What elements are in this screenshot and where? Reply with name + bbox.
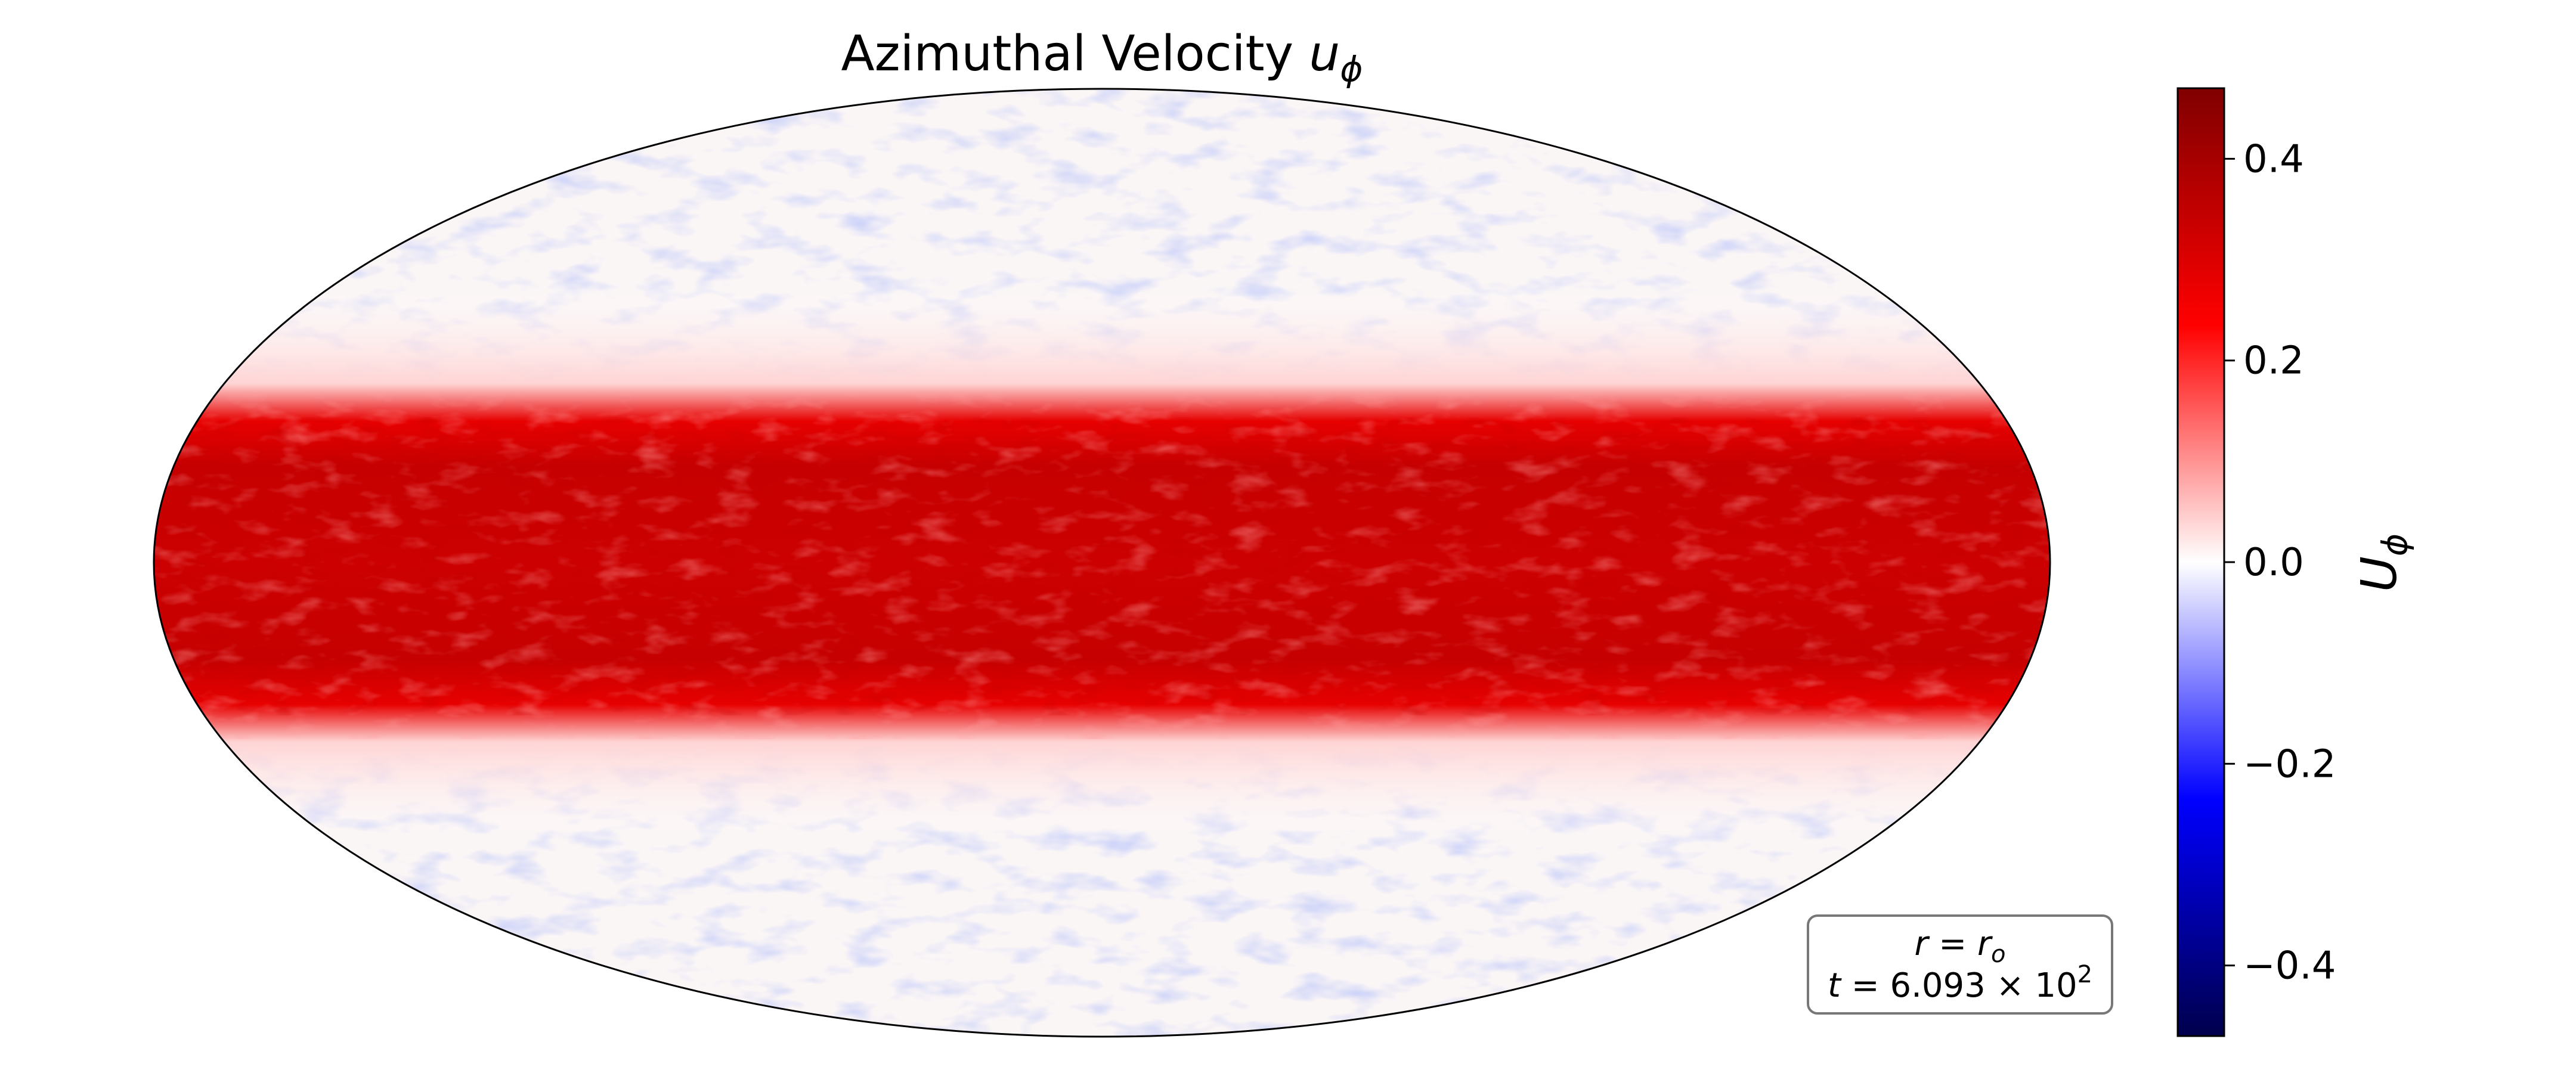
annotation-frame bbox=[1807, 914, 2113, 1015]
annotation-line-time: t = 6.093 × 102 bbox=[1828, 961, 2092, 1005]
annotation-box: r = ro t = 6.093 × 102 bbox=[1807, 914, 2113, 1015]
chart-title: Azimuthal Velocity uϕ bbox=[841, 26, 1363, 89]
annotation-radius-rhs: r bbox=[1977, 925, 1993, 963]
annotation-line-radius: r = ro bbox=[1914, 925, 2005, 968]
mollweide-map bbox=[154, 89, 2050, 1037]
colorbar-label-symbol: U bbox=[2351, 556, 2408, 592]
annotation-time-lhs: t bbox=[1828, 966, 1842, 1005]
colorbar-tick-label: 0.2 bbox=[2243, 339, 2304, 383]
band-texture-dark bbox=[154, 417, 2050, 715]
annotation-time-base: 10 bbox=[2035, 966, 2077, 1005]
annotation-radius-sub: o bbox=[1991, 941, 2005, 968]
annotation-time-times: × bbox=[1996, 966, 2024, 1005]
colorbar: 0.4 0.2 0.0 −0.2 −0.4 Uϕ bbox=[2176, 87, 2415, 1037]
colorbar-ticks: 0.4 0.2 0.0 −0.2 −0.4 bbox=[2224, 137, 2336, 988]
annotation-time-exp: 2 bbox=[2077, 961, 2092, 988]
annotation-time-value: 6.093 bbox=[1890, 966, 1985, 1005]
colorbar-tick-label: 0.4 bbox=[2243, 137, 2304, 181]
colorbar-tick-label: −0.4 bbox=[2243, 944, 2336, 988]
chart-title-subscript: ϕ bbox=[1340, 49, 1363, 89]
colorbar-tick-label: −0.2 bbox=[2243, 742, 2336, 786]
colorbar-gradient bbox=[2176, 87, 2225, 1037]
colorbar-label: Uϕ bbox=[2351, 534, 2415, 592]
map-boundary bbox=[153, 88, 2051, 1038]
colorbar-tick-label: 0.0 bbox=[2243, 541, 2304, 585]
chart-title-main: Azimuthal Velocity bbox=[841, 26, 1309, 82]
annotation-radius-lhs: r bbox=[1914, 925, 1930, 963]
colorbar-label-subscript: ϕ bbox=[2374, 534, 2415, 556]
chart-title-symbol: u bbox=[1309, 26, 1340, 82]
